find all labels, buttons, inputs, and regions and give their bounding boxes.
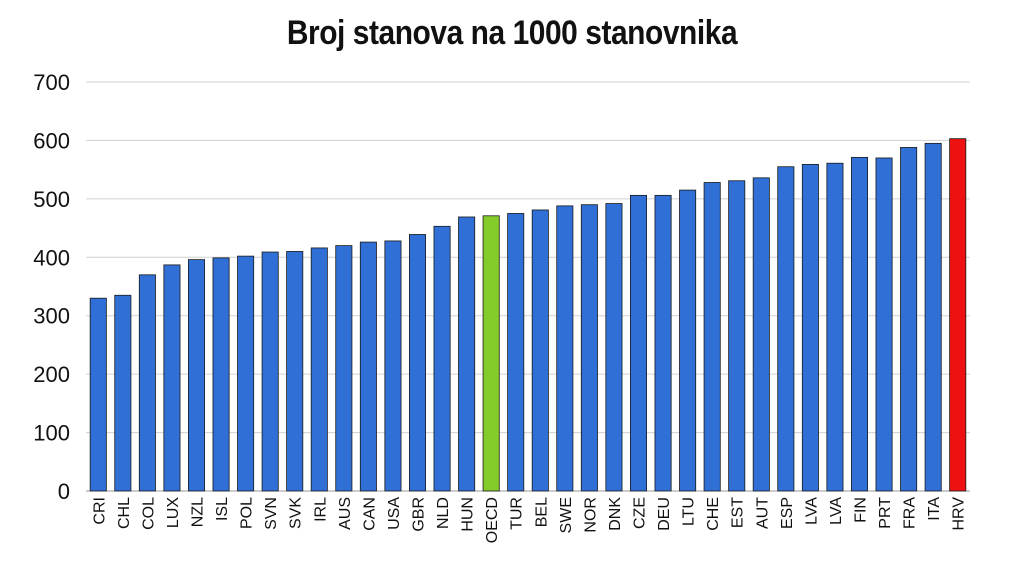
x-tick-label: DEU bbox=[656, 497, 673, 531]
x-tick-label: FIN bbox=[853, 497, 870, 523]
x-tick-label: SVN bbox=[263, 497, 280, 530]
bars bbox=[89, 138, 967, 492]
bar-cze bbox=[629, 194, 648, 492]
bar-cri bbox=[89, 297, 107, 492]
x-axis-ticks: CRI CHL COL LUX NZL ISL POL SVN SVK IRL AUS CAN USA G… bbox=[91, 497, 967, 544]
bar-nld bbox=[433, 225, 451, 492]
x-tick-label: PRT bbox=[877, 497, 894, 529]
x-tick-label: COL bbox=[140, 497, 157, 530]
x-tick-label: CHE bbox=[705, 497, 722, 531]
bar-can bbox=[359, 241, 377, 492]
y-tick-label: 300 bbox=[33, 304, 70, 329]
bar-esp bbox=[777, 166, 795, 492]
bar-swe bbox=[556, 205, 574, 492]
x-tick-label: IRL bbox=[312, 497, 329, 522]
y-tick-label: 200 bbox=[33, 362, 70, 387]
bar-prt bbox=[875, 157, 893, 492]
y-tick-label: 600 bbox=[33, 128, 70, 153]
bar-oecd bbox=[482, 215, 500, 492]
x-tick-label: SWE bbox=[558, 497, 575, 533]
x-tick-label: GBR bbox=[411, 497, 428, 532]
x-tick-label: ESP bbox=[779, 497, 796, 529]
x-tick-label: AUS bbox=[337, 497, 354, 530]
x-tick-label: OECD bbox=[484, 497, 501, 543]
bar-isl bbox=[212, 257, 230, 492]
x-tick-label: AUT bbox=[754, 497, 771, 529]
y-tick-label: 400 bbox=[33, 245, 70, 270]
bar-ltu bbox=[679, 189, 697, 492]
y-tick-label: 500 bbox=[33, 187, 70, 212]
bar-lva bbox=[801, 163, 819, 492]
bar-fra bbox=[900, 147, 918, 492]
x-tick-label: BEL bbox=[533, 497, 550, 527]
bar-ita bbox=[924, 142, 942, 492]
x-tick-label: CZE bbox=[632, 497, 649, 529]
bar-gbr bbox=[408, 234, 427, 492]
bar-col bbox=[138, 274, 156, 492]
bar-che bbox=[703, 182, 721, 492]
x-tick-label: ISL bbox=[214, 497, 231, 521]
bar-lux bbox=[163, 264, 181, 492]
x-tick-label: CRI bbox=[91, 497, 108, 525]
bar-nzl bbox=[187, 259, 206, 492]
bar-tur bbox=[507, 213, 525, 492]
bar-svn bbox=[261, 251, 279, 492]
x-tick-label: HRV bbox=[951, 497, 968, 531]
bar-lva bbox=[826, 162, 844, 492]
bar-hrv bbox=[949, 138, 967, 492]
bar-nor bbox=[580, 204, 598, 492]
x-tick-label: LUX bbox=[165, 497, 182, 528]
chart-title: Broj stanova na 1000 stanovnika bbox=[286, 14, 738, 52]
x-tick-label: LVA bbox=[803, 497, 820, 525]
x-tick-label: HUN bbox=[460, 497, 477, 532]
x-tick-label: NZL bbox=[190, 497, 207, 527]
x-tick-label: LTU bbox=[681, 497, 698, 526]
bar-chl bbox=[114, 294, 132, 492]
y-axis-ticks: 0 100 200 300 400 500 600 700 bbox=[33, 70, 70, 504]
x-tick-label: POL bbox=[239, 497, 256, 529]
x-tick-label: USA bbox=[386, 497, 403, 530]
grid-lines bbox=[86, 81, 970, 492]
bar-usa bbox=[384, 240, 402, 492]
y-tick-label: 700 bbox=[33, 70, 70, 95]
x-tick-label: NLD bbox=[435, 497, 452, 529]
bar-deu bbox=[654, 194, 672, 492]
x-tick-label: ITA bbox=[926, 497, 943, 521]
bar-pol bbox=[237, 255, 255, 492]
bar-est bbox=[728, 180, 746, 492]
bar-aut bbox=[752, 177, 770, 492]
bar-aus bbox=[335, 245, 353, 492]
bar-svk bbox=[286, 251, 304, 492]
x-tick-label: CAN bbox=[361, 497, 378, 531]
x-tick-label: DNK bbox=[607, 497, 624, 531]
x-tick-label: EST bbox=[730, 497, 747, 528]
bar-fin bbox=[850, 156, 869, 492]
x-tick-label: NOR bbox=[582, 497, 599, 533]
y-tick-label: 0 bbox=[58, 479, 70, 504]
x-tick-label: LVA bbox=[828, 497, 845, 525]
bar-dnk bbox=[605, 203, 623, 492]
bar-hun bbox=[458, 216, 476, 492]
y-tick-label: 100 bbox=[33, 421, 70, 446]
x-tick-label: SVK bbox=[288, 497, 305, 529]
x-tick-label: CHL bbox=[116, 497, 133, 529]
x-tick-label: FRA bbox=[902, 497, 919, 529]
x-tick-label: TUR bbox=[509, 497, 526, 530]
bar-bel bbox=[531, 209, 549, 492]
bar-irl bbox=[310, 247, 328, 492]
